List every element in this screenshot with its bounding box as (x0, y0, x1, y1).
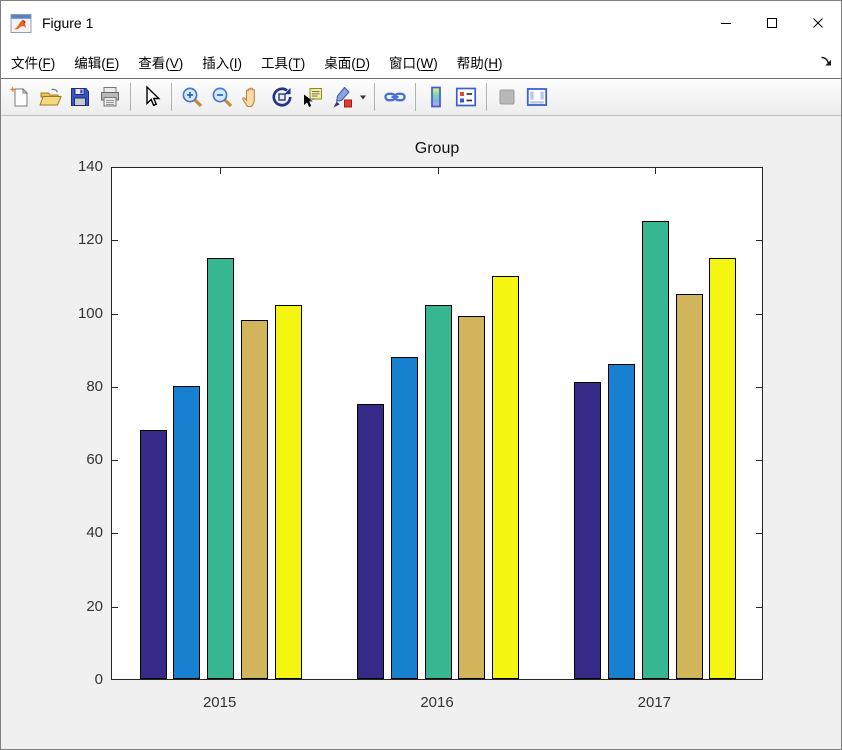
new-figure-icon[interactable] (5, 82, 35, 112)
x-axis-tick-label: 2017 (637, 694, 672, 711)
menu-item-file[interactable]: 文件(F) (11, 55, 56, 71)
title-bar: Figure 1 (1, 1, 841, 45)
axis-tick (756, 460, 762, 462)
insert-colorbar-icon[interactable] (421, 82, 451, 112)
y-axis-tick-label: 140 (77, 158, 103, 175)
bar-2016-series-3 (424, 305, 452, 679)
menu-item-desktop[interactable]: 桌面(D) (324, 55, 371, 71)
dock-arrow-icon[interactable] (819, 54, 834, 69)
maximize-button[interactable] (749, 1, 795, 45)
y-axis-tick-label: 20 (86, 597, 103, 615)
y-axis-tick-label: 80 (86, 377, 103, 395)
toolbar (1, 79, 841, 116)
bar-2017-series-2 (608, 364, 636, 679)
pan-icon[interactable] (237, 82, 267, 112)
menu-item-view[interactable]: 查看(V) (138, 55, 184, 71)
toolbar-group (380, 82, 410, 112)
axis-tick (756, 533, 762, 535)
bar-2015-series-4 (240, 320, 268, 679)
menu-bar: 文件(F) 编辑(E) 查看(V) 插入(I) 工具(T) 桌面(D) 窗口(W) 帮助(H) (1, 45, 841, 79)
toolbar-group (492, 82, 552, 112)
bar-2016-series-4 (458, 316, 486, 679)
bar-2016-series-2 (390, 357, 418, 679)
axis-tick (112, 240, 118, 242)
axis-tick (112, 533, 118, 535)
insert-legend-icon[interactable] (451, 82, 481, 112)
x-axis-tick-label: 2016 (420, 694, 454, 711)
bar-2017-series-3 (641, 221, 669, 679)
window-title: Figure 1 (42, 15, 94, 31)
bar-2015-series-1 (139, 430, 167, 679)
link-plots-icon[interactable] (380, 82, 410, 112)
bar-2015-series-2 (173, 386, 201, 679)
axis-tick (437, 168, 439, 174)
window-controls (703, 1, 841, 45)
y-axis-tick-label: 0 (94, 671, 103, 688)
rotate-3d-icon[interactable] (267, 82, 297, 112)
toolbar-group (421, 82, 481, 112)
y-axis-tick-label: 40 (86, 524, 103, 542)
bar-2015-series-3 (207, 258, 235, 679)
show-plot-tools-icon[interactable] (522, 82, 552, 112)
axis-tick (112, 313, 118, 315)
axis-tick (756, 240, 762, 242)
brush-icon[interactable] (327, 82, 357, 112)
axis-tick (756, 313, 762, 315)
toolbar-group (5, 82, 125, 112)
plot-area (111, 167, 763, 680)
axis-tick (112, 606, 118, 608)
axis-tick (112, 386, 118, 388)
save-figure-icon[interactable] (65, 82, 95, 112)
figure-canvas: Group 0 20 40 60 80 100 120 140 2015 2016 2017 (1, 116, 841, 749)
bar-2016-series-5 (492, 276, 519, 679)
menu-item-window[interactable]: 窗口(W) (389, 55, 438, 71)
zoom-out-icon[interactable] (207, 82, 237, 112)
y-axis-tick-label: 120 (77, 231, 103, 249)
y-axis-tick-label: 100 (77, 304, 103, 322)
hide-plot-tools-icon[interactable] (492, 82, 522, 112)
open-file-icon[interactable] (35, 82, 65, 112)
toolbar-group (177, 82, 369, 112)
toolbar-separator (415, 83, 416, 111)
zoom-in-icon[interactable] (177, 82, 207, 112)
toolbar-separator (130, 83, 131, 111)
edit-cursor-icon[interactable] (136, 82, 166, 112)
matlab-figure-icon (10, 13, 34, 34)
close-button[interactable] (795, 1, 841, 45)
minimize-button[interactable] (703, 1, 749, 45)
x-axis-tick-label: 2015 (202, 694, 237, 711)
menu-item-edit[interactable]: 编辑(E) (74, 55, 120, 71)
axis-tick (112, 460, 118, 462)
axis-tick (756, 606, 762, 608)
menu-item-insert[interactable]: 插入(I) (202, 55, 243, 71)
bar-2017-series-1 (574, 382, 602, 679)
y-axis-tick-label: 60 (86, 451, 103, 469)
toolbar-group (136, 82, 166, 112)
toolbar-separator (171, 83, 172, 111)
axis-tick (654, 168, 656, 174)
menu-item-tools[interactable]: 工具(T) (261, 55, 306, 71)
axis-tick (756, 386, 762, 388)
brush-caret-icon[interactable] (357, 82, 369, 112)
print-figure-icon[interactable] (95, 82, 125, 112)
toolbar-separator (374, 83, 375, 111)
axis-tick (220, 168, 222, 174)
chart-title: Group (414, 140, 460, 157)
bar-2017-series-5 (709, 258, 737, 679)
bar-2015-series-5 (274, 305, 302, 679)
data-cursor-icon[interactable] (297, 82, 327, 112)
bar-2016-series-1 (357, 404, 384, 679)
menu-item-help[interactable]: 帮助(H) (456, 55, 503, 71)
bar-2017-series-4 (675, 294, 703, 679)
toolbar-separator (486, 83, 487, 111)
